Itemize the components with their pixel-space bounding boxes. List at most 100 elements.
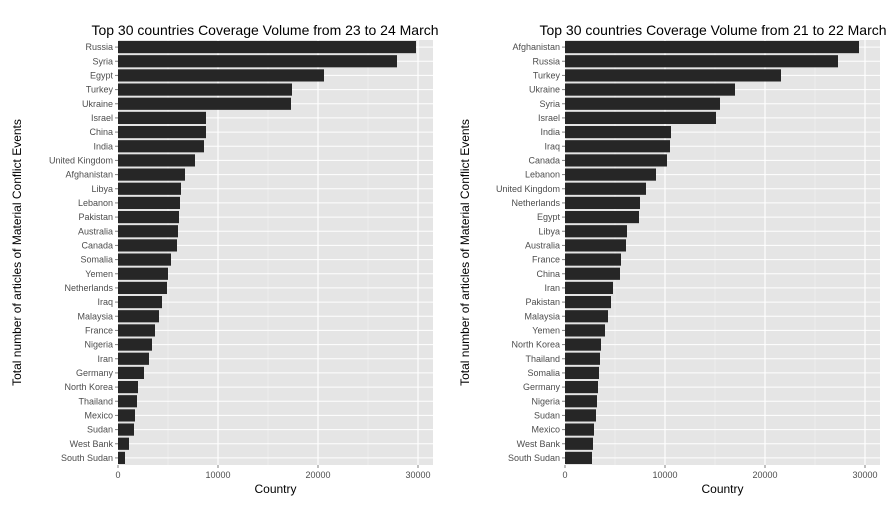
chart-2-x-tick-label: 10000	[652, 470, 677, 480]
chart-2-bar	[565, 295, 611, 309]
chart-1-y-axis-label: Total number of articles of Material Con…	[10, 119, 24, 386]
chart-2-bar	[565, 395, 597, 408]
chart-2-category-label: Somalia	[527, 368, 560, 378]
chart-1-panel	[118, 40, 433, 465]
chart-1-category-label: Sudan	[87, 425, 113, 435]
chart-1-category-label: Yemen	[85, 269, 113, 279]
chart-2-bar	[565, 140, 670, 153]
chart-1-x-tick-label: 20000	[305, 470, 330, 480]
chart-1-bar	[118, 395, 137, 408]
chart-2-bar	[565, 366, 599, 380]
chart-1-bar	[118, 352, 149, 365]
chart-left: 0 10000 20000 30000 Russia Syria Egypt Turkey Uk…	[10, 22, 439, 496]
chart-1-bar	[118, 40, 416, 54]
chart-2-bar	[565, 310, 608, 323]
chart-1-x-axis-label: Country	[254, 482, 296, 496]
chart-1-bar	[118, 168, 185, 181]
chart-2-x-tick-label: 20000	[752, 470, 777, 480]
chart-2-category-label: West Bank	[517, 439, 561, 449]
chart-1-bar	[118, 55, 397, 68]
chart-1-category-label: West Bank	[70, 439, 114, 449]
chart-1-category-label: Somalia	[80, 255, 113, 265]
chart-1-category-label: Canada	[81, 240, 113, 250]
chart-2-bar	[565, 380, 598, 394]
chart-2-bar	[565, 253, 621, 266]
chart-1-x-tick-label: 0	[115, 470, 120, 480]
chart-1-bar	[118, 154, 195, 167]
chart-1-category-label: Germany	[76, 368, 114, 378]
chart-1-bar	[118, 409, 135, 422]
chart-1-bar	[118, 267, 168, 280]
chart-1-category-label: Thailand	[78, 396, 113, 406]
chart-1-bar	[118, 210, 179, 224]
chart-1-title: Top 30 countries Coverage Volume from 23…	[91, 22, 438, 38]
chart-1-bar	[118, 182, 181, 195]
chart-2-category-label: United Kingdom	[496, 184, 560, 194]
chart-1-category-label: North Korea	[64, 382, 113, 392]
chart-2-bar	[565, 437, 593, 450]
chart-2-category-label: China	[536, 269, 560, 279]
chart-1-bar	[118, 310, 159, 323]
chart-1-category-label: Netherlands	[64, 283, 113, 293]
chart-1-category-label: Afghanistan	[65, 170, 113, 180]
chart-right: 0 10000 20000 30000 Afghanistan Russia Turkey U…	[458, 22, 887, 496]
chart-1-category-label: Israel	[91, 113, 113, 123]
chart-1-category-label: Mexico	[84, 410, 113, 420]
chart-2-bar	[565, 196, 640, 210]
chart-1-bar	[118, 225, 178, 238]
chart-2-category-label: Lebanon	[525, 170, 560, 180]
chart-2-bar	[565, 168, 656, 181]
chart-1-bar	[118, 366, 144, 380]
chart-2-category-label: Iran	[544, 283, 560, 293]
chart-2-bar	[565, 239, 626, 252]
chart-2-category-label: Ukraine	[529, 85, 560, 95]
chart-2-x-axis-label: Country	[701, 482, 743, 496]
chart-2-category-label: Syria	[539, 99, 560, 109]
chart-2-bar	[565, 225, 627, 238]
chart-2-category-label: India	[540, 127, 560, 137]
chart-2-bar	[565, 125, 671, 139]
chart-1-category-label: Ukraine	[82, 99, 113, 109]
chart-2-category-label: Nigeria	[531, 396, 560, 406]
chart-2-bar	[565, 97, 720, 110]
chart-2-panel	[565, 40, 880, 465]
chart-1-category-label: Lebanon	[78, 198, 113, 208]
chart-2-bar	[565, 69, 781, 82]
chart-1-bar	[118, 69, 324, 82]
chart-1-bar	[118, 97, 291, 110]
chart-2-title: Top 30 countries Coverage Volume from 21…	[539, 22, 886, 38]
chart-2-category-label: Pakistan	[525, 297, 560, 307]
chart-2-x-tick-label: 30000	[852, 470, 877, 480]
chart-2-category-label: Yemen	[532, 325, 560, 335]
chart-1-bar	[118, 111, 206, 125]
chart-2-category-label: Egypt	[537, 212, 561, 222]
chart-2-bar	[565, 409, 596, 422]
chart-2-category-label: Israel	[538, 113, 560, 123]
chart-1-bar	[118, 140, 204, 153]
chart-2-bar	[565, 40, 859, 54]
chart-1-category-label: Iraq	[97, 297, 113, 307]
chart-2-category-label: Germany	[523, 382, 561, 392]
chart-1-category-label: Syria	[92, 56, 113, 66]
chart-1-category-label: Russia	[85, 42, 113, 52]
chart-2-y-axis-label: Total number of articles of Material Con…	[458, 119, 472, 386]
chart-1-bar	[118, 196, 180, 210]
chart-2-bar	[565, 451, 592, 465]
chart-2-category-label: Russia	[532, 56, 560, 66]
chart-2-category-label: Netherlands	[511, 198, 560, 208]
chart-1-category-label: Australia	[78, 226, 113, 236]
chart-1-bar	[118, 338, 152, 351]
chart-1-bar	[118, 83, 292, 96]
chart-2-bar	[565, 352, 600, 365]
chart-1-bar	[118, 239, 177, 252]
chart-2-category-label: Canada	[528, 155, 560, 165]
chart-1-category-label: China	[89, 127, 113, 137]
chart-2-bar	[565, 338, 601, 351]
chart-1-category-label: India	[93, 141, 113, 151]
chart-2-category-label: Afghanistan	[512, 42, 560, 52]
chart-2-bar	[565, 324, 605, 337]
chart-2-category-label: Libya	[538, 226, 560, 236]
chart-2-category-label: North Korea	[511, 340, 560, 350]
chart-2-bar	[565, 423, 594, 436]
